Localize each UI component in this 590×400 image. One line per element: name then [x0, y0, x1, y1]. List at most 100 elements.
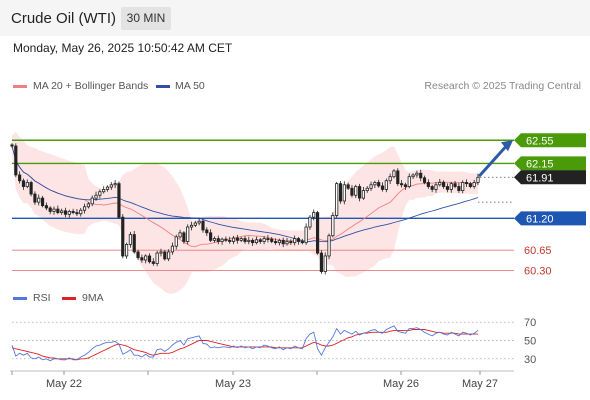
candle-body [44, 205, 48, 209]
candle-body [415, 172, 419, 176]
ma50-line [11, 145, 479, 243]
candle-body [239, 238, 243, 241]
candle-body [90, 197, 94, 205]
level-label-62.15: 62.15 [526, 158, 554, 170]
candle-body [121, 216, 125, 257]
timeframe-badge[interactable]: 30 MIN [121, 7, 171, 30]
candle-body [140, 257, 144, 261]
candle-body [304, 226, 308, 244]
candle-body [224, 238, 228, 241]
candle-body [60, 210, 64, 213]
forecast-arrow-head [501, 140, 513, 152]
candle-body [205, 229, 209, 234]
candle-body [117, 183, 121, 218]
candle-body [170, 245, 175, 253]
candle-body [37, 197, 41, 203]
candle-body [273, 241, 278, 244]
level-tag-62.15 [514, 156, 586, 171]
candle-body [201, 220, 205, 231]
instrument-title: Crude Oil (WTI) [11, 10, 116, 27]
candle-body [464, 182, 469, 185]
candle-body [29, 182, 33, 195]
candle-body [293, 238, 297, 244]
candle-body [174, 236, 178, 247]
forecast-arrow-shaft [478, 143, 509, 177]
candle-body [247, 239, 251, 242]
candle-body [361, 190, 365, 199]
candle-body [315, 212, 320, 254]
candle-body [209, 232, 213, 241]
candle-body [262, 238, 266, 242]
candle-body [365, 187, 369, 191]
candle-body [167, 251, 171, 260]
candle-body [403, 184, 408, 187]
candle-body [21, 180, 26, 187]
candle-body [277, 239, 281, 244]
candle-body [25, 182, 29, 187]
candle-body [331, 215, 335, 237]
candle-body [430, 186, 434, 190]
candle-body [426, 182, 430, 187]
candle-body [308, 216, 312, 228]
candle-body [411, 174, 415, 178]
candle-body [63, 210, 68, 215]
candle-body [373, 182, 377, 186]
candle-body [155, 252, 159, 264]
rsi-line [11, 325, 479, 362]
ma50-legend-swatch [156, 85, 170, 88]
candle-body [216, 238, 220, 242]
candle-body [476, 176, 480, 183]
candle-body [182, 232, 186, 242]
ma20-legend-label: MA 20 + Bollinger Bands [33, 80, 149, 92]
candle-body [235, 237, 239, 241]
candle-body [163, 251, 167, 260]
candle-body [98, 191, 102, 196]
candle-body [159, 251, 163, 254]
candle-body [296, 238, 301, 242]
candle-body [312, 212, 316, 218]
candle-body [14, 145, 18, 176]
x-tick-label: May 22 [46, 378, 82, 390]
candle-body [243, 238, 247, 242]
bollinger-band [12, 131, 478, 294]
candle-body [338, 183, 343, 202]
ma20-line [11, 145, 479, 248]
level-tag-62.55 [514, 133, 586, 148]
level-tag-61.20 [514, 211, 586, 226]
level-tag-61.91 [514, 170, 586, 185]
candle-body [136, 251, 140, 259]
candle-body [94, 194, 98, 199]
candle-body [445, 186, 450, 190]
attribution: Research © 2025 Trading Central [424, 80, 581, 92]
candle-body [82, 206, 87, 211]
candle-body [392, 170, 396, 178]
candle-body [18, 174, 22, 182]
candle-body [197, 220, 201, 224]
level-label-60.30: 60.30 [524, 265, 552, 277]
candle-body [384, 180, 388, 190]
candle-body [147, 255, 152, 263]
candle-body [327, 235, 331, 257]
candle-body [358, 186, 362, 199]
candle-body [105, 186, 110, 190]
candle-body [10, 144, 14, 147]
candle-body [67, 211, 71, 215]
candle-body [442, 182, 446, 187]
candle-body [178, 232, 182, 238]
candle-body [270, 238, 274, 242]
x-tick-label: May 27 [462, 378, 498, 390]
rsi-ma-line [11, 329, 478, 361]
candle-body [228, 239, 232, 242]
ma50-legend-label: MA 50 [175, 80, 205, 92]
candle-body [289, 241, 293, 244]
candle-body [377, 182, 381, 187]
candle-body [407, 176, 411, 187]
candle-body [422, 177, 427, 183]
rsi-tick-label: 50 [524, 336, 536, 348]
rsi-ma-legend-label: 9MA [82, 292, 104, 304]
candle-body [109, 184, 113, 188]
rsi-tick-label: 70 [524, 317, 536, 329]
candle-body [189, 224, 194, 228]
candle-body [75, 212, 79, 215]
